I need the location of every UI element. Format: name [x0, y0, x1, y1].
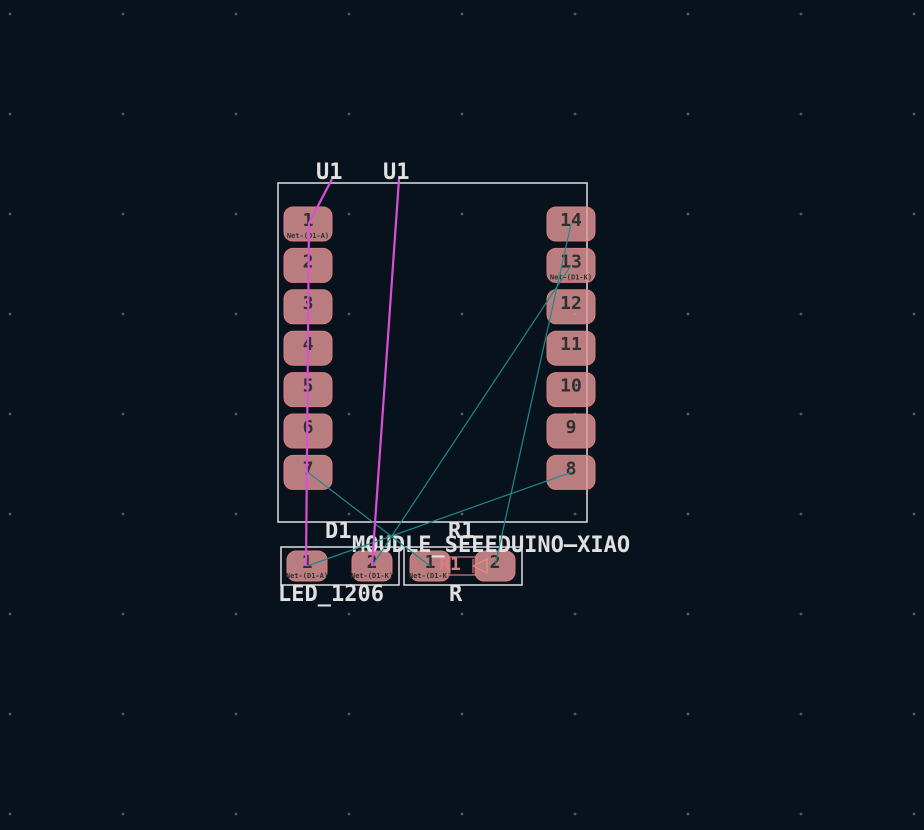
grid-dot [348, 213, 351, 216]
d1-ref: D1 [325, 519, 352, 544]
grid-dot [122, 513, 125, 516]
copper-trace [372, 179, 399, 566]
grid-dot [461, 313, 464, 316]
u1-ref-1: U1 [383, 160, 410, 185]
grid-dot [800, 113, 803, 116]
grid-dot [348, 413, 351, 416]
grid-dot [800, 13, 803, 16]
grid-dot [800, 413, 803, 416]
grid-dot [800, 813, 803, 816]
grid-dot [461, 413, 464, 416]
grid-dot [800, 313, 803, 316]
grid-dot [122, 813, 125, 816]
u1-pad-10-number: 10 [560, 376, 582, 397]
grid-dot [235, 113, 238, 116]
u1-value: MOUDLE_SEEEDUINO–XIAO [352, 533, 630, 558]
grid-dot [9, 813, 12, 816]
grid-dot [348, 513, 351, 516]
grid-dot [913, 213, 916, 216]
d1-pad-2-net: Net-(D1-K) [351, 572, 393, 580]
grid-dot [687, 413, 690, 416]
u1-ref-0: U1 [316, 160, 343, 185]
grid-dot [348, 13, 351, 16]
grid-dot [913, 113, 916, 116]
grid-dot [235, 313, 238, 316]
grid-dot [9, 313, 12, 316]
d1-pad-1-net: Net-(D1-A) [286, 572, 328, 580]
grid-dot [9, 713, 12, 716]
grid-dot [9, 413, 12, 416]
u1-pad-8-number: 8 [566, 458, 577, 479]
grid-dot [122, 313, 125, 316]
grid-dot [348, 613, 351, 616]
grid-dot [913, 713, 916, 716]
grid-dot [122, 13, 125, 16]
r1-value: R [449, 582, 463, 607]
grid-dot [574, 813, 577, 816]
grid-dot [913, 413, 916, 416]
grid-dot [687, 113, 690, 116]
grid-dot [9, 613, 12, 616]
grid-dot [348, 113, 351, 116]
grid-dot [687, 613, 690, 616]
grid-dot [9, 513, 12, 516]
grid-dot [461, 13, 464, 16]
grid-dot [687, 513, 690, 516]
grid-dot [348, 813, 351, 816]
grid-dot [800, 213, 803, 216]
grid-dot [235, 13, 238, 16]
grid-dot [574, 513, 577, 516]
grid-dot [9, 213, 12, 216]
grid-dot [687, 13, 690, 16]
grid-dot [800, 613, 803, 616]
grid-dot [913, 13, 916, 16]
grid-dot [235, 813, 238, 816]
grid-dot [461, 613, 464, 616]
u1-pad-9-number: 9 [566, 417, 577, 438]
grid-dot [687, 713, 690, 716]
grid-dot [348, 713, 351, 716]
grid-dot [235, 513, 238, 516]
grid-dot [687, 813, 690, 816]
grid-dot [122, 613, 125, 616]
grid-dot [574, 613, 577, 616]
u1-pad-11-number: 11 [560, 334, 582, 355]
grid-dot [122, 713, 125, 716]
grid-dot [461, 713, 464, 716]
grid-dot [913, 613, 916, 616]
grid-dot [122, 113, 125, 116]
grid-dot [913, 513, 916, 516]
u1-pad-13-number: 13 [560, 251, 582, 272]
grid-dot [461, 813, 464, 816]
grid-dot [574, 13, 577, 16]
d1-value: LED_1206 [278, 582, 384, 607]
grid-dot [235, 713, 238, 716]
grid-dot [913, 313, 916, 316]
u1-pad-14-number: 14 [560, 210, 582, 231]
grid-dot [9, 113, 12, 116]
grid-dot [461, 513, 464, 516]
grid-dot [687, 313, 690, 316]
grid-dot [9, 13, 12, 16]
grid-dot [574, 713, 577, 716]
grid-dot [235, 613, 238, 616]
grid-dot [122, 213, 125, 216]
grid-dot [461, 213, 464, 216]
grid-dot [913, 813, 916, 816]
grid-dot [800, 513, 803, 516]
u1-pad-12-number: 12 [560, 293, 582, 314]
grid-dot [348, 313, 351, 316]
u1-pad-13-net: Net-(D1-K) [550, 273, 592, 281]
grid-dot [574, 113, 577, 116]
grid-dot [800, 713, 803, 716]
grid-dot [235, 213, 238, 216]
grid-dot [235, 413, 238, 416]
grid-dot [461, 113, 464, 116]
grid-dot [122, 413, 125, 416]
grid-dot [687, 213, 690, 216]
